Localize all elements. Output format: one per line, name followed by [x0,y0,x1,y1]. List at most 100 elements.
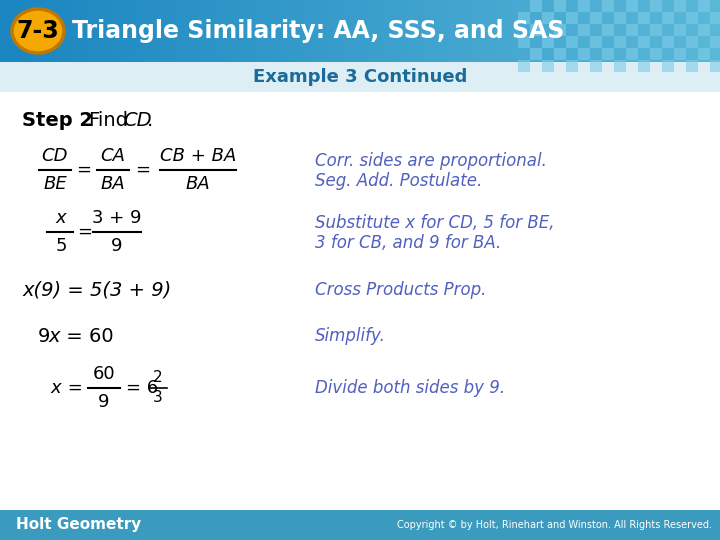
Bar [578,48,590,60]
Text: Step 2: Step 2 [22,111,93,130]
Text: Seg. Add. Postulate.: Seg. Add. Postulate. [315,172,482,190]
Bar [241,0,245,62]
Bar [259,0,263,62]
Text: 3: 3 [153,390,163,406]
Bar [706,0,709,62]
Bar [72,0,76,62]
Bar [223,0,227,62]
Bar [710,60,720,72]
Bar [428,0,432,62]
Bar [551,0,554,62]
Bar [47,0,50,62]
Text: 7-3: 7-3 [17,19,59,43]
Bar [220,0,223,62]
Bar [677,0,680,62]
Bar [540,0,544,62]
Bar [605,0,608,62]
Bar [248,0,252,62]
Bar [686,12,698,24]
Bar [562,0,565,62]
Bar [518,36,530,48]
Bar [608,0,612,62]
Text: CD: CD [42,147,68,165]
Bar [216,0,220,62]
Bar [713,0,716,62]
Bar [554,0,558,62]
Bar [650,24,662,36]
Bar [580,0,583,62]
Bar [274,0,277,62]
Bar [670,0,673,62]
Bar [666,0,670,62]
Bar [558,0,562,62]
Bar [530,24,542,36]
Bar [238,0,241,62]
Bar [497,0,500,62]
Text: CA: CA [101,147,125,165]
Bar [648,0,652,62]
Bar [644,0,648,62]
Bar [313,0,317,62]
Bar [716,0,720,62]
Text: 60: 60 [93,365,115,383]
Text: 9: 9 [112,237,122,255]
Bar [317,0,320,62]
Bar [530,0,542,12]
Bar [626,0,638,12]
Bar [626,24,638,36]
Bar [598,0,601,62]
Bar [86,0,90,62]
Bar [472,0,475,62]
Bar [407,0,410,62]
Bar [698,0,702,62]
Bar [22,0,25,62]
Bar [566,60,578,72]
Bar [566,36,578,48]
Bar [638,60,650,72]
Bar [533,0,536,62]
Bar [652,0,655,62]
Bar [119,0,122,62]
Bar [630,0,634,62]
Bar [14,0,18,62]
Bar [698,0,710,12]
Bar [590,0,594,62]
Bar [468,0,472,62]
Text: Corr. sides are proportional.: Corr. sides are proportional. [315,152,547,170]
Bar [263,0,266,62]
Bar [90,0,94,62]
Bar [169,0,173,62]
Bar [626,0,630,62]
Bar [342,0,346,62]
Bar [572,0,576,62]
Bar [4,0,7,62]
Bar [637,0,641,62]
Text: =: = [76,161,91,179]
Text: Simplify.: Simplify. [315,327,386,345]
Bar [202,0,205,62]
Bar [234,0,238,62]
Bar [602,24,614,36]
Bar [212,0,216,62]
Bar [688,0,691,62]
Bar [43,0,47,62]
Bar [457,0,461,62]
Bar [11,0,14,62]
Bar [464,0,468,62]
Bar [400,0,403,62]
Bar [133,0,137,62]
Bar [522,0,526,62]
Bar [18,0,22,62]
Bar [436,0,439,62]
Text: 9: 9 [98,393,109,411]
Bar [353,0,356,62]
Text: Holt Geometry: Holt Geometry [16,517,141,532]
Bar [155,0,158,62]
Text: =: = [78,223,92,241]
Bar [410,0,414,62]
Bar [662,60,674,72]
Bar [389,0,392,62]
Bar [144,0,148,62]
Bar [709,0,713,62]
Bar [659,0,662,62]
